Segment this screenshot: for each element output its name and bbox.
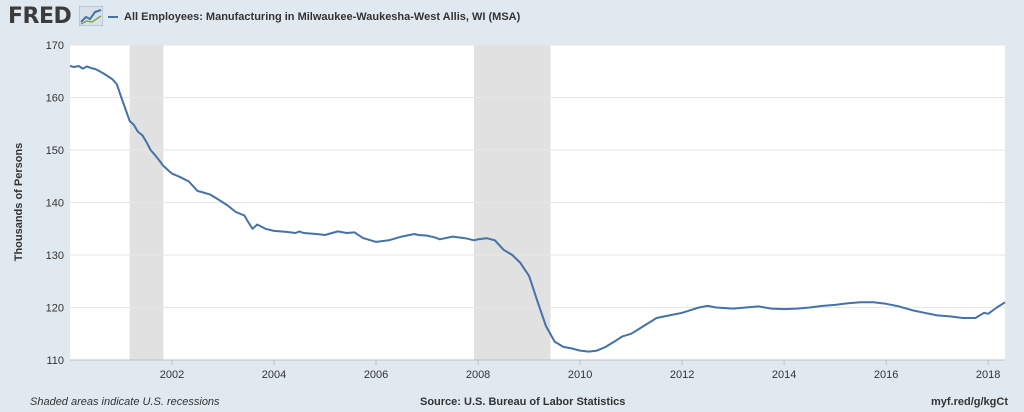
y-axis-title: Thousands of Persons xyxy=(13,143,25,262)
y-tick-label-170: 170 xyxy=(46,40,64,52)
fred-logo[interactable]: FRED xyxy=(8,4,72,29)
x-tick-label-2012: 2012 xyxy=(670,369,694,381)
x-tick-label-2018: 2018 xyxy=(976,369,1000,381)
x-tick-label-2006: 2006 xyxy=(364,369,388,381)
legend-swatch xyxy=(108,16,118,18)
series-line-1[interactable] xyxy=(69,65,1006,353)
y-tick-label-120: 120 xyxy=(46,303,64,315)
x-axis-ticks: 2002 2004 2006 2008 2010 2012 2014 2016 2018 xyxy=(70,359,1005,381)
x-tick-label-2002: 2002 xyxy=(160,369,184,381)
chart-line-icon xyxy=(79,6,103,26)
recession-note: Shaded areas indicate U.S. recessions xyxy=(30,396,220,408)
x-tick-label-2008: 2008 xyxy=(466,369,490,381)
y-tick-label-150: 150 xyxy=(46,145,64,157)
legend-label: All Employees: Manufacturing in Milwauke… xyxy=(124,11,521,23)
y-tick-label-130: 130 xyxy=(46,250,64,262)
chart-footer: Shaded areas indicate U.S. recessions So… xyxy=(0,394,1024,412)
x-tick-label-2010: 2010 xyxy=(568,369,592,381)
x-tick-label-2004: 2004 xyxy=(262,369,286,381)
short-link[interactable]: myf.red/g/kgCt xyxy=(930,396,1008,408)
x-tick-label-2016: 2016 xyxy=(874,369,898,381)
x-tick-label-2014: 2014 xyxy=(772,369,796,381)
y-tick-label-160: 160 xyxy=(46,93,64,105)
legend[interactable]: All Employees: Manufacturing in Milwauke… xyxy=(108,9,520,25)
y-axis-ticks: 110 120 130 140 150 160 170 xyxy=(46,40,64,367)
y-tick-label-140: 140 xyxy=(46,198,64,210)
y-tick-label-110: 110 xyxy=(46,355,64,367)
chart-header: FRED All Employees: Manufacturing in Mil… xyxy=(0,0,1024,36)
source-credit: Source: U.S. Bureau of Labor Statistics xyxy=(420,396,626,408)
series-group xyxy=(69,65,1006,353)
